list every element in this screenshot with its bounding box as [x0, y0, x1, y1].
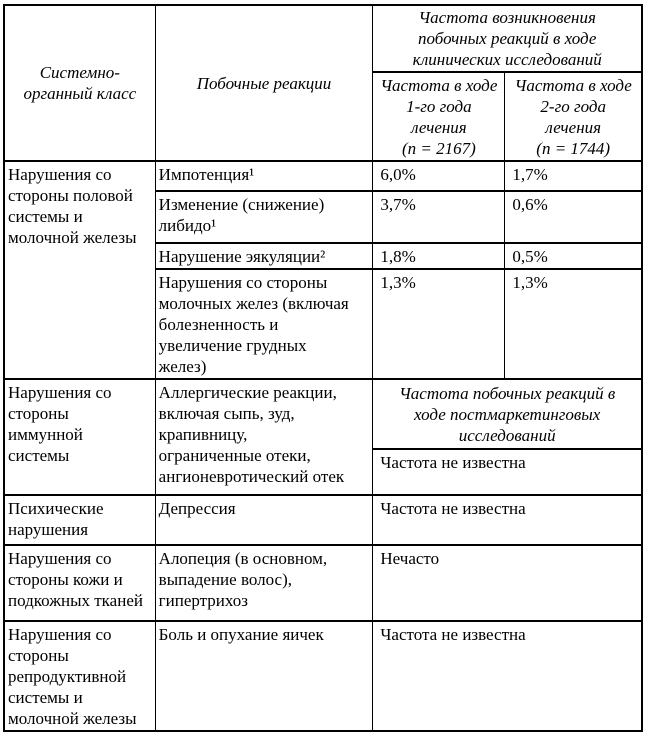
reaction-cell: Депрессия	[154, 494, 374, 546]
header-year2-frequency: Частота в ходе 2-го года лечения (n = 17…	[504, 71, 643, 162]
year1-value-cell: 1,3%	[372, 268, 506, 380]
year2-value-cell: 1,7%	[504, 160, 643, 192]
frequency-value-cell: Частота не известна	[372, 494, 643, 546]
year2-value-cell: 0,5%	[504, 242, 643, 270]
document-page: Системно- органный класс Побочные реакци…	[3, 4, 643, 732]
year1-value-cell: 6,0%	[372, 160, 506, 192]
reaction-cell: Алопеция (в основном, выпадение волос), …	[154, 544, 374, 622]
header-clinical-frequency: Частота возникновения побочных реакций в…	[372, 4, 643, 73]
year2-value-cell: 1,3%	[504, 268, 643, 380]
year1-value-cell: 1,8%	[372, 242, 506, 270]
reaction-cell: Нарушения со стороны молочных желез (вкл…	[154, 268, 374, 380]
organ-class-cell: Нарушения со стороны иммунной системы	[3, 378, 156, 496]
reaction-cell: Импотенция¹	[154, 160, 374, 192]
header-year1-frequency: Частота в ходе 1-го года лечения (n = 21…	[372, 71, 506, 162]
organ-class-cell: Нарушения со стороны репродуктивной сист…	[3, 620, 156, 732]
organ-class-cell: Нарушения со стороны половой системы и м…	[3, 160, 156, 380]
year1-value-cell: 3,7%	[372, 190, 506, 244]
organ-class-cell: Психические нарушения	[3, 494, 156, 546]
organ-class-cell: Нарушения со стороны кожи и подкожных тк…	[3, 544, 156, 622]
postmarketing-header-cell: Частота побочных реакций в ходе постмарк…	[372, 378, 643, 450]
reaction-cell: Боль и опухание яичек	[154, 620, 374, 732]
frequency-value-cell: Нечасто	[372, 544, 643, 622]
reaction-cell: Изменение (снижение) либидо¹	[154, 190, 374, 244]
year2-value-cell: 0,6%	[504, 190, 643, 244]
adverse-reactions-table: Системно- органный класс Побочные реакци…	[3, 4, 643, 732]
header-system-organ-class: Системно- органный класс	[3, 4, 156, 162]
frequency-value-cell: Частота не известна	[372, 620, 643, 732]
reaction-cell: Аллергические реакции, включая сыпь, зуд…	[154, 378, 374, 496]
header-adverse-reactions: Побочные реакции	[154, 4, 374, 162]
frequency-value-cell: Частота не известна	[372, 448, 643, 496]
reaction-cell: Нарушение эякуляции²	[154, 242, 374, 270]
